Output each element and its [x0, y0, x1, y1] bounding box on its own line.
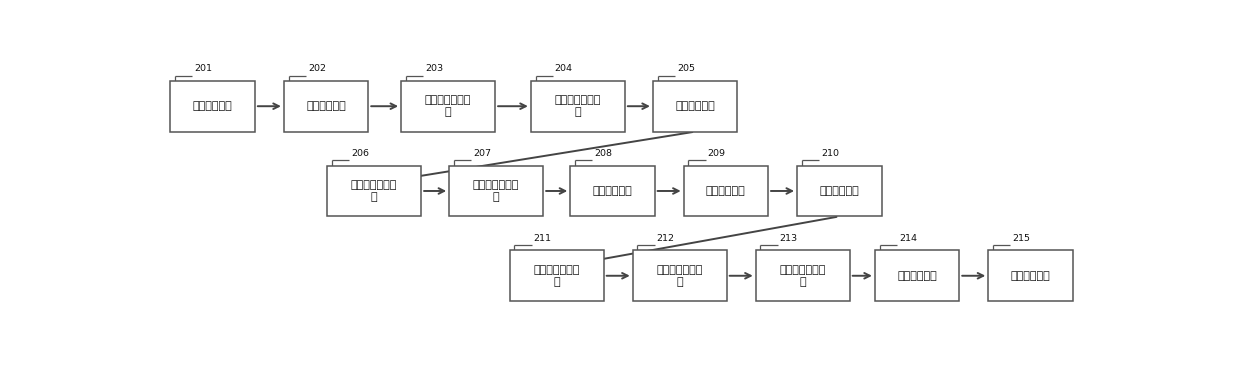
- FancyBboxPatch shape: [570, 166, 655, 217]
- Text: 205: 205: [677, 65, 694, 73]
- FancyBboxPatch shape: [683, 166, 768, 217]
- Text: 214: 214: [899, 234, 916, 243]
- Text: 第一获取计算模
块: 第一获取计算模 块: [425, 95, 471, 117]
- FancyBboxPatch shape: [401, 81, 495, 132]
- Text: 第二检测获取模
块: 第二检测获取模 块: [472, 180, 520, 202]
- Text: 第三确定模块: 第三确定模块: [1011, 271, 1050, 281]
- Text: 206: 206: [351, 149, 370, 158]
- FancyBboxPatch shape: [652, 81, 738, 132]
- Text: 215: 215: [1012, 234, 1030, 243]
- Text: 第三获取计算模
块: 第三获取计算模 块: [533, 265, 580, 287]
- FancyBboxPatch shape: [988, 250, 1073, 301]
- FancyBboxPatch shape: [755, 250, 849, 301]
- FancyBboxPatch shape: [449, 166, 543, 217]
- Text: 第一获取模块: 第一获取模块: [593, 186, 632, 196]
- Text: 211: 211: [533, 234, 552, 243]
- Text: 213: 213: [780, 234, 797, 243]
- Text: 208: 208: [594, 149, 613, 158]
- Text: 第一确定模块: 第一确定模块: [192, 101, 233, 111]
- FancyBboxPatch shape: [531, 81, 625, 132]
- Text: 第二获取模块: 第二获取模块: [706, 186, 745, 196]
- Text: 第三变换模块: 第三变换模块: [898, 271, 937, 281]
- Text: 209: 209: [708, 149, 725, 158]
- FancyBboxPatch shape: [874, 250, 960, 301]
- Text: 210: 210: [821, 149, 839, 158]
- FancyBboxPatch shape: [170, 81, 255, 132]
- Text: 第二确定模块: 第二确定模块: [306, 101, 346, 111]
- FancyBboxPatch shape: [284, 81, 368, 132]
- Text: 202: 202: [308, 65, 326, 73]
- Text: 203: 203: [425, 65, 443, 73]
- Text: 第一检测获取模
块: 第一检测获取模 块: [351, 180, 397, 202]
- Text: 第一变换模块: 第一变换模块: [676, 101, 715, 111]
- Text: 第二获取计算模
块: 第二获取计算模 块: [554, 95, 601, 117]
- Text: 201: 201: [195, 65, 212, 73]
- Text: 212: 212: [657, 234, 675, 243]
- FancyBboxPatch shape: [327, 166, 422, 217]
- FancyBboxPatch shape: [797, 166, 882, 217]
- Text: 204: 204: [554, 65, 573, 73]
- Text: 207: 207: [474, 149, 491, 158]
- Text: 第二变换模块: 第二变换模块: [820, 186, 859, 196]
- FancyBboxPatch shape: [510, 250, 604, 301]
- FancyBboxPatch shape: [632, 250, 727, 301]
- Text: 第四检测获取模
块: 第四检测获取模 块: [780, 265, 826, 287]
- Text: 第三检测获取模
块: 第三检测获取模 块: [656, 265, 703, 287]
